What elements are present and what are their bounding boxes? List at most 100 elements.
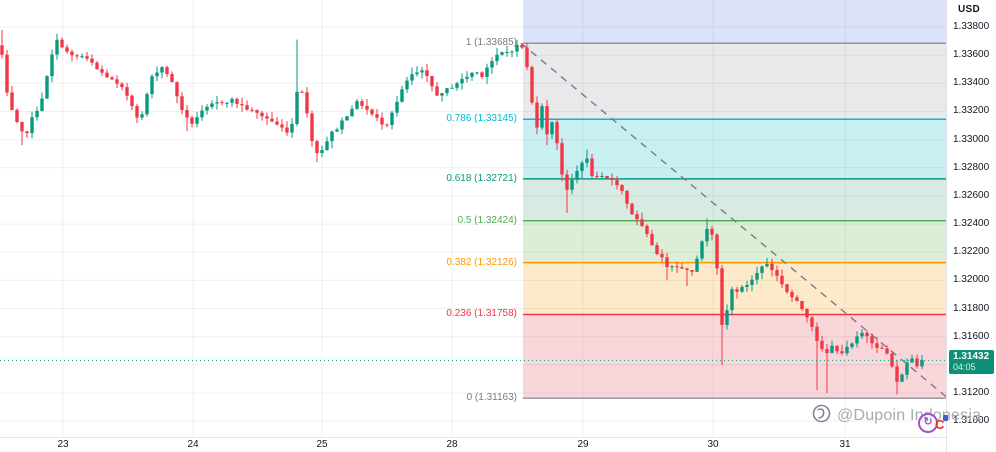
- candle-body: [745, 284, 749, 288]
- price-tick-label: 1.32000: [953, 274, 990, 286]
- trendline-dashed: [520, 42, 946, 398]
- reaction-icons: ↻ C: [918, 413, 949, 433]
- candle-body: [615, 179, 619, 186]
- last-price-badge: 1.31432 04:05: [949, 350, 994, 375]
- candle-body: [875, 343, 879, 348]
- price-tick-label: 1.33200: [953, 105, 990, 117]
- candle-body: [295, 91, 299, 124]
- candle-body: [325, 141, 329, 150]
- candle-body: [345, 116, 349, 121]
- candle-body: [255, 110, 259, 113]
- candle-body: [740, 287, 744, 292]
- candle-body: [785, 284, 789, 293]
- candle-body: [825, 349, 829, 354]
- candle-body: [0, 45, 4, 55]
- candle-body: [515, 44, 519, 52]
- candle-body: [435, 86, 439, 96]
- fib-band: [523, 262, 946, 315]
- time-axis[interactable]: 23 24 25 28 29 30 31: [0, 437, 946, 452]
- time-tick-label: 29: [577, 439, 589, 450]
- candle-body: [25, 131, 29, 134]
- candle-body: [480, 72, 484, 77]
- fib-band: [523, 119, 946, 179]
- candle-body: [250, 109, 254, 111]
- candle-body: [120, 83, 124, 88]
- candle-body: [110, 77, 114, 80]
- candle-body: [305, 92, 309, 114]
- candle-body: [540, 106, 544, 128]
- candle-body: [410, 74, 414, 81]
- price-pane[interactable]: 1 (1.33685) 0.786 (1.33145) 0.618 (1.32721…: [0, 0, 981, 437]
- fib-level-label: 0 (1.31163): [466, 392, 517, 404]
- candle-body: [585, 158, 589, 163]
- candle-body: [360, 101, 364, 106]
- candle-body: [95, 62, 99, 70]
- candle-body: [170, 74, 174, 83]
- candle-body: [895, 366, 899, 382]
- candle-body: [860, 332, 864, 337]
- price-axis[interactable]: USD 1.33800 1.33600 1.33400 1.33200 1.33000 1…: [946, 0, 996, 452]
- candle-body: [245, 105, 249, 110]
- candle-body: [815, 326, 819, 341]
- price-tick-label: 1.33800: [953, 21, 990, 32]
- candle-body: [865, 332, 869, 337]
- purple-share-arrow-icon: ↻: [918, 413, 938, 433]
- candle-body: [675, 266, 679, 268]
- candle-body: [590, 158, 594, 177]
- candle-body: [775, 270, 779, 276]
- candle-body: [760, 266, 764, 273]
- candle-body: [840, 351, 844, 354]
- candle-body: [45, 76, 49, 99]
- price-tick-label: 1.32600: [953, 189, 990, 201]
- candle-body: [660, 253, 664, 258]
- candle-body: [65, 47, 69, 52]
- candle-body: [620, 185, 624, 191]
- time-tick-label: 30: [707, 439, 719, 450]
- candle-body: [195, 117, 199, 124]
- candle-body: [530, 67, 534, 103]
- candle-body: [670, 266, 674, 268]
- candle-body: [145, 94, 149, 115]
- candle-body: [165, 67, 169, 75]
- candle-body: [755, 272, 759, 280]
- candle-body: [715, 234, 719, 269]
- candle-body: [365, 105, 369, 110]
- candle-body: [50, 54, 54, 77]
- candle-body: [695, 258, 699, 272]
- candle-body: [705, 228, 709, 242]
- candlestick-chart-canvas[interactable]: [0, 0, 946, 437]
- candle-body: [485, 67, 489, 77]
- candle-body: [355, 101, 359, 109]
- time-tick-label: 28: [446, 439, 458, 450]
- candle-body: [115, 79, 119, 84]
- candle-body: [470, 72, 474, 77]
- candle-body: [205, 106, 209, 111]
- candle-body: [545, 106, 549, 135]
- candle-body: [680, 267, 684, 269]
- candle-body: [820, 340, 824, 350]
- candle-body: [155, 72, 159, 77]
- last-price-value: 1.31432: [953, 351, 990, 363]
- candle-body: [10, 92, 14, 110]
- fib-band: [523, 314, 946, 399]
- candle-body: [700, 241, 704, 259]
- fib-band: [523, 0, 946, 44]
- candle-body: [340, 120, 344, 130]
- candle-body: [300, 91, 304, 93]
- candle-body: [440, 93, 444, 96]
- candle-body: [190, 117, 194, 124]
- candle-body: [230, 98, 234, 103]
- candle-body: [750, 279, 754, 285]
- candle-body: [415, 72, 419, 75]
- fib-level-label: 0.786 (1.33145): [446, 113, 517, 125]
- red-c-badge-icon: C: [935, 415, 949, 433]
- candle-body: [260, 112, 264, 117]
- price-tick-label: 1.31800: [953, 302, 990, 314]
- price-tick-label: 1.32400: [953, 218, 990, 230]
- candle-body: [105, 72, 109, 78]
- currency-label: USD: [958, 4, 981, 15]
- candle-body: [395, 101, 399, 113]
- candle-body: [640, 219, 644, 226]
- candle-body: [405, 80, 409, 90]
